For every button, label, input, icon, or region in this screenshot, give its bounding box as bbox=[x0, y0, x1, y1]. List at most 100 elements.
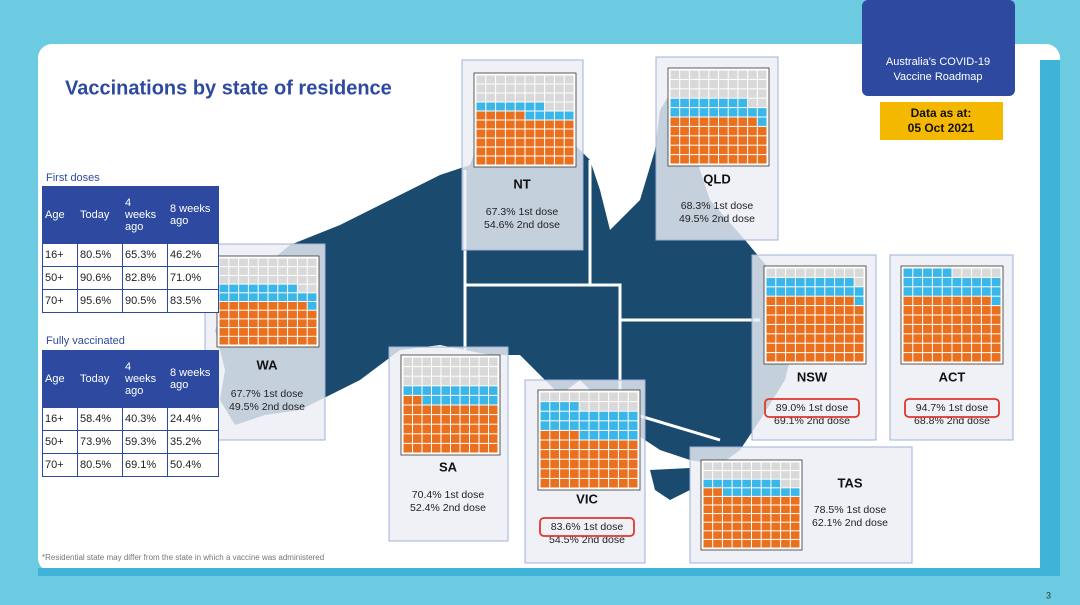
waffle-cell-first-dose bbox=[422, 395, 431, 405]
waffle-cell-empty bbox=[781, 471, 790, 479]
waffle-cell-second-dose bbox=[239, 336, 248, 345]
waffle-cell-second-dose bbox=[748, 117, 757, 126]
waffle-cell-second-dose bbox=[288, 336, 297, 345]
waffle-cell-second-dose bbox=[713, 505, 722, 514]
waffle-cell-first-dose bbox=[618, 430, 628, 440]
waffle-cell-second-dose bbox=[307, 319, 317, 328]
waffle-cell-second-dose bbox=[742, 531, 751, 539]
waffle-cell-empty bbox=[781, 462, 790, 471]
side-stripe bbox=[1040, 60, 1060, 572]
waffle-cell-second-dose bbox=[248, 336, 258, 345]
waffle-cell-first-dose bbox=[728, 98, 738, 108]
waffle-cell-second-dose bbox=[525, 156, 535, 165]
waffle-cell-second-dose bbox=[981, 334, 991, 343]
waffle-cell-second-dose bbox=[525, 129, 535, 138]
second-dose-label: 62.1% 2nd dose bbox=[812, 517, 888, 529]
waffle-cell-second-dose bbox=[288, 310, 297, 319]
table-cell: 50+ bbox=[42, 430, 78, 454]
waffle-cell-empty bbox=[432, 367, 441, 376]
waffle-cell-empty bbox=[422, 357, 431, 367]
waffle-cell-second-dose bbox=[786, 306, 795, 315]
waffle-cell-second-dose bbox=[903, 296, 913, 306]
waffle-cell-second-dose bbox=[713, 531, 722, 539]
waffle-cell-second-dose bbox=[670, 145, 680, 155]
waffle-cell-second-dose bbox=[268, 302, 278, 310]
waffle-cell-second-dose bbox=[288, 319, 297, 328]
waffle-cell-first-dose bbox=[752, 479, 761, 488]
waffle-cell-second-dose bbox=[748, 145, 757, 155]
waffle-cell-second-dose bbox=[703, 488, 713, 496]
waffle-cell-second-dose bbox=[776, 306, 786, 315]
waffle-cell-first-dose bbox=[766, 287, 776, 296]
waffle-cell-empty bbox=[771, 462, 781, 471]
waffle-cell-first-dose bbox=[962, 287, 972, 296]
waffle-cell-empty bbox=[550, 392, 560, 402]
waffle-cell-second-dose bbox=[903, 334, 913, 343]
waffle-cell-second-dose bbox=[219, 310, 229, 319]
waffle-cell-second-dose bbox=[564, 156, 574, 165]
table-cell: 95.6% bbox=[77, 289, 123, 313]
waffle-cell-second-dose bbox=[942, 353, 952, 362]
waffle-cell-second-dose bbox=[268, 336, 278, 345]
waffle-cell-first-dose bbox=[441, 395, 450, 405]
waffle-cell-second-dose bbox=[903, 343, 913, 353]
waffle-cell-empty bbox=[554, 102, 564, 111]
waffle-cell-empty bbox=[297, 258, 307, 267]
waffle-cell-first-dose bbox=[540, 421, 550, 430]
waffle-cell-second-dose bbox=[432, 434, 441, 443]
waffle-cell-second-dose bbox=[609, 478, 618, 488]
waffle-cell-empty bbox=[307, 275, 317, 284]
waffle-cell-empty bbox=[422, 376, 431, 386]
waffle-cell-second-dose bbox=[781, 505, 790, 514]
waffle-cell-empty bbox=[719, 79, 728, 89]
waffle-cell-empty bbox=[728, 89, 738, 98]
waffle-cell-first-dose bbox=[981, 277, 991, 287]
waffle-cell-first-dose bbox=[805, 287, 815, 296]
waffle-cell-first-dose bbox=[479, 395, 488, 405]
waffle-cell-second-dose bbox=[609, 469, 618, 478]
header-cell: 4 weeks ago bbox=[122, 350, 168, 408]
waffle-cell-empty bbox=[618, 402, 628, 411]
waffle-cell-first-dose bbox=[709, 108, 718, 117]
waffle-cell-empty bbox=[854, 277, 864, 287]
waffle-cell-second-dose bbox=[550, 469, 560, 478]
waffle-cell-second-dose bbox=[628, 469, 638, 478]
waffle-cell-empty bbox=[540, 392, 550, 402]
waffle-cell-second-dose bbox=[589, 478, 599, 488]
waffle-cell-second-dose bbox=[719, 155, 728, 164]
waffle-cell-second-dose bbox=[535, 120, 545, 129]
waffle-cell-second-dose bbox=[952, 296, 962, 306]
waffle-cell-second-dose bbox=[972, 324, 981, 334]
waffle-cell-second-dose bbox=[835, 343, 844, 353]
waffle-cell-first-dose bbox=[757, 117, 767, 126]
waffle-cell-second-dose bbox=[932, 315, 942, 324]
waffle-cell-second-dose bbox=[913, 353, 923, 362]
bottom-stripe bbox=[38, 568, 1060, 576]
waffle-cell-second-dose bbox=[470, 405, 479, 415]
waffle-cell-first-dose bbox=[844, 287, 854, 296]
waffle-cell-second-dose bbox=[297, 310, 307, 319]
waffle-cell-first-dose bbox=[628, 430, 638, 440]
waffle-cell-empty bbox=[680, 79, 689, 89]
waffle-cell-second-dose bbox=[709, 117, 718, 126]
waffle-cell-second-dose bbox=[713, 496, 722, 505]
table-cell: 16+ bbox=[42, 407, 78, 431]
waffle-cell-empty bbox=[278, 275, 288, 284]
waffle-cell-second-dose bbox=[258, 319, 268, 328]
waffle-cell-second-dose bbox=[441, 434, 450, 443]
waffle-cell-second-dose bbox=[757, 145, 767, 155]
waffle-cell-second-dose bbox=[790, 522, 800, 531]
waffle-cell-empty bbox=[441, 367, 450, 376]
waffle-cell-empty bbox=[476, 93, 486, 102]
waffle-cell-second-dose bbox=[776, 296, 786, 306]
waffle-cell-first-dose bbox=[923, 268, 932, 277]
waffle-cell-second-dose bbox=[835, 324, 844, 334]
waffle-cell-second-dose bbox=[738, 155, 748, 164]
waffle-cell-empty bbox=[748, 70, 757, 79]
waffle-cell-first-dose bbox=[297, 293, 307, 301]
table-row: 16+ 58.4% 40.3% 24.4% bbox=[42, 407, 219, 431]
waffle-cell-second-dose bbox=[403, 443, 412, 453]
waffle-cell-empty bbox=[515, 93, 525, 102]
